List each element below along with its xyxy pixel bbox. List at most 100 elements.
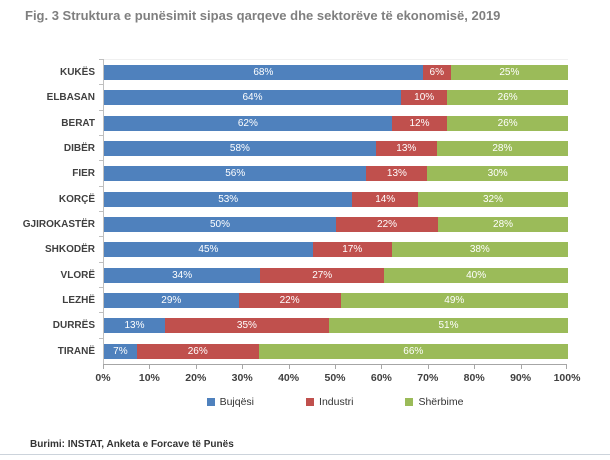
bar-segment-shërbime: 25%: [450, 65, 568, 81]
x-axis-label: 20%: [185, 371, 207, 384]
legend-label: Industri: [319, 395, 354, 408]
bar-segment-bujqësi: 62%: [104, 115, 392, 131]
bar-track: 13% 35% 51%: [104, 318, 568, 334]
bar-segment-bujqësi: 29%: [104, 293, 239, 309]
category-label: KORÇË: [58, 193, 95, 205]
bar-rows: KUKËS 68% 6% 25% ELBASAN 64% 10% 26% BERAT 6…: [23, 58, 568, 364]
figure-title: Fig. 3 Struktura e punësimit sipas qarqe…: [25, 8, 501, 23]
x-axis-label: 0%: [95, 371, 111, 384]
bar-segment-shërbime: 30%: [427, 166, 568, 182]
x-axis-tick: [288, 364, 290, 369]
legend-swatch-icon: [306, 397, 315, 406]
bar-segment-shërbime: 66%: [258, 343, 568, 359]
bar-value-label: 26%: [187, 345, 208, 357]
bar-value-label: 30%: [487, 168, 508, 180]
bar-value-label: 53%: [218, 193, 239, 205]
legend-label: Bujqësi: [219, 395, 255, 408]
bar-value-label: 27%: [312, 269, 333, 281]
bar-value-label: 13%: [386, 168, 407, 180]
chart-row: GJIROKASTËR 50% 22% 28%: [23, 210, 568, 237]
x-axis-tick: [474, 364, 476, 369]
x-axis-label: 70%: [417, 371, 439, 384]
x-axis-label: 30%: [231, 371, 253, 384]
bar-value-label: 35%: [236, 320, 257, 332]
bar-value-label: 14%: [375, 193, 396, 205]
bar-value-label: 49%: [444, 295, 465, 307]
bar-value-label: 13%: [124, 320, 145, 332]
category-label: BERAT: [61, 117, 95, 129]
bar-segment-bujqësi: 68%: [104, 65, 423, 81]
bar-segment-shërbime: 51%: [328, 318, 568, 334]
bar-value-label: 12%: [409, 117, 430, 129]
bar-segment-shërbime: 26%: [447, 115, 568, 131]
chart-row: SHKODËR 45% 17% 38%: [45, 236, 568, 262]
bar-value-label: 28%: [493, 219, 514, 231]
bar-segment-shërbime: 38%: [391, 242, 568, 258]
legend-label: Shërbime: [418, 395, 464, 408]
bar-value-label: 68%: [253, 67, 274, 79]
x-axis-label: 60%: [370, 371, 392, 384]
chart-row: TIRANË 7% 26% 66%: [58, 337, 568, 364]
bar-segment-industri: 17%: [312, 242, 392, 258]
legend-swatch-icon: [206, 397, 215, 406]
bar-value-label: 13%: [396, 143, 417, 155]
source-note: Burimi: INSTAT, Anketa e Forcave të Punë…: [30, 439, 234, 450]
category-label: FIER: [72, 168, 95, 180]
bar-value-label: 28%: [492, 143, 513, 155]
chart-row: KUKËS 68% 6% 25%: [60, 58, 568, 85]
chart-row: DIBËR 58% 13% 28%: [64, 134, 568, 161]
bar-segment-industri: 35%: [164, 318, 329, 334]
bar-segment-bujqësi: 53%: [104, 191, 353, 207]
bar-segment-shërbime: 49%: [340, 293, 568, 309]
category-label: LEZHË: [62, 295, 95, 307]
x-axis-tick: [520, 364, 522, 369]
bar-value-label: 25%: [499, 67, 520, 79]
chart-row: BERAT 62% 12% 26%: [61, 109, 568, 136]
bar-value-label: 66%: [403, 345, 424, 357]
bar-segment-bujqësi: 34%: [104, 267, 261, 283]
category-label: SHKODËR: [44, 244, 95, 256]
bar-value-label: 22%: [377, 219, 398, 231]
bar-value-label: 51%: [438, 320, 459, 332]
bar-value-label: 26%: [497, 117, 518, 129]
bar-value-label: 17%: [342, 244, 363, 256]
bar-segment-industri: 14%: [352, 191, 418, 207]
x-axis-label: 40%: [278, 371, 300, 384]
bar-track: 45% 17% 38%: [104, 242, 568, 258]
category-label: ELBASAN: [46, 92, 95, 104]
bar-track: 50% 22% 28%: [104, 217, 568, 233]
category-label: VLORË: [60, 269, 95, 281]
bar-segment-shërbime: 40%: [384, 267, 568, 283]
x-axis-label: 100%: [553, 371, 581, 384]
x-axis-label: 50%: [324, 371, 346, 384]
bar-value-label: 38%: [469, 244, 490, 256]
category-label: DURRËS: [52, 320, 95, 332]
bar-value-label: 34%: [172, 269, 193, 281]
chart-legend: Bujqësi Industri Shërbime: [103, 396, 567, 408]
chart-row: VLORË 34% 27% 40%: [61, 261, 568, 288]
bar-value-label: 50%: [209, 219, 230, 231]
bar-segment-industri: 13%: [366, 166, 428, 182]
bar-value-label: 22%: [279, 295, 300, 307]
bar-segment-bujqësi: 7%: [104, 343, 137, 359]
bar-value-label: 7%: [113, 345, 128, 357]
bar-track: 53% 14% 32%: [104, 191, 568, 207]
source-text: Burimi: INSTAT, Anketa e Forcave të Punë…: [30, 439, 234, 450]
bar-value-label: 64%: [242, 92, 263, 104]
bar-value-label: 56%: [225, 168, 246, 180]
legend-item-industri: Industri: [306, 396, 353, 408]
bar-track: 68% 6% 25%: [104, 65, 568, 81]
x-axis-tick: [103, 364, 104, 369]
bar-segment-bujqësi: 58%: [104, 141, 376, 157]
bar-value-label: 10%: [414, 92, 435, 104]
bar-segment-industri: 22%: [336, 217, 439, 233]
bar-value-label: 29%: [161, 295, 182, 307]
chart-row: LEZHË 29% 22% 49%: [62, 286, 568, 313]
bar-segment-bujqësi: 45%: [104, 242, 313, 258]
bar-segment-shërbime: 28%: [436, 141, 568, 157]
bar-track: 62% 12% 26%: [104, 115, 568, 131]
legend-swatch-icon: [405, 397, 414, 406]
bar-segment-bujqësi: 64%: [104, 90, 401, 106]
bar-value-label: 58%: [229, 143, 250, 155]
